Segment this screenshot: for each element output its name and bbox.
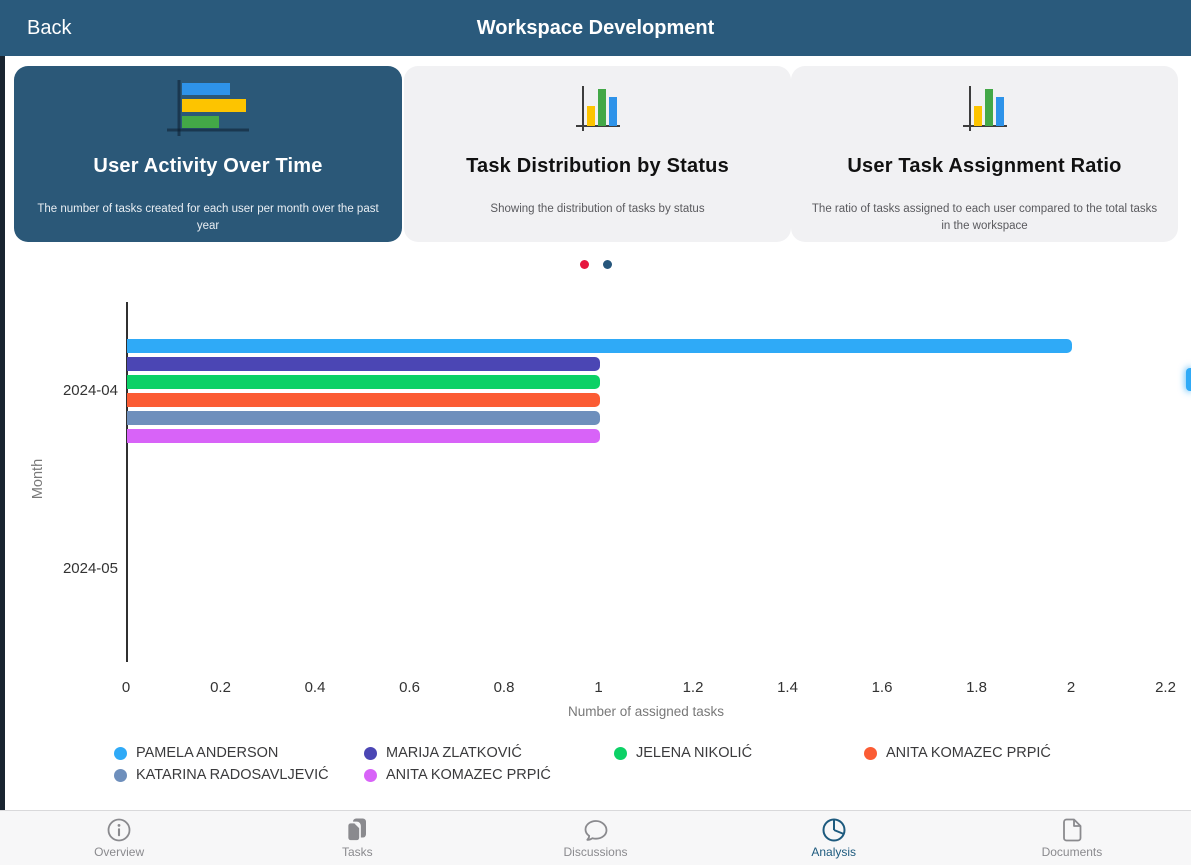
document-icon — [1063, 818, 1082, 842]
legend-color-dot — [114, 746, 127, 760]
legend-item[interactable]: MARIJA ZLATKOVIĆ — [364, 742, 614, 764]
y-tick-label: 2024-05 — [62, 560, 118, 577]
tab-label: Tasks — [341, 845, 373, 859]
bar-marija-zlatkovi-[interactable] — [127, 357, 600, 371]
legend-label: JELENA NIKOLIĆ — [636, 745, 753, 761]
x-tick-label: 2.2 — [1155, 679, 1176, 696]
tab-label: Discussions — [563, 845, 628, 859]
legend-item[interactable]: ANITA KOMAZEC PRPIĆ — [364, 764, 614, 786]
pagination-dot-current[interactable] — [579, 260, 589, 269]
tab-label: Analysis — [811, 845, 857, 859]
discussions-icon — [584, 820, 607, 841]
legend-item[interactable]: KATARINA RADOSAVLJEVIĆ — [114, 764, 364, 786]
legend-item[interactable]: JELENA NIKOLIĆ — [614, 742, 864, 764]
bottom-tab-bar: Overview Tasks Discussions Analysis — [0, 810, 1191, 865]
x-tick-label: 1.8 — [966, 679, 987, 696]
legend-color-dot — [114, 768, 127, 782]
x-tick-label: 1.4 — [777, 679, 798, 696]
legend-item[interactable]: ANITA KOMAZEC PRPIĆ — [864, 742, 1114, 764]
legend-label: KATARINA RADOSAVLJEVIĆ — [136, 767, 329, 783]
previous-slide-edge — [0, 56, 5, 810]
x-tick-label: 1.6 — [871, 679, 893, 696]
card-description: Showing the distribution of tasks by sta… — [490, 203, 705, 215]
tab-label: Overview — [94, 845, 145, 859]
x-tick-label: 0.2 — [210, 679, 231, 696]
legend-color-dot — [614, 746, 627, 760]
top-navigation-bar: Back Workspace Development — [0, 0, 1191, 56]
tab-tasks[interactable]: Tasks — [238, 811, 476, 865]
card-description: The number of tasks created for each use… — [37, 203, 379, 233]
legend-label: MARIJA ZLATKOVIĆ — [386, 745, 522, 761]
tasks-icon — [346, 818, 367, 842]
pagination-dot[interactable] — [602, 260, 612, 269]
x-tick-label: 0 — [121, 679, 131, 696]
card-title: User Activity Over Time — [93, 155, 323, 177]
back-button[interactable]: Back — [27, 16, 72, 39]
horizontal-bar-chart-icon — [14, 78, 402, 140]
legend-label: ANITA KOMAZEC PRPIĆ — [886, 745, 1051, 761]
x-tick-label: 2 — [1066, 679, 1076, 696]
x-tick-label: 1 — [594, 679, 603, 696]
analysis-pie-icon — [822, 818, 846, 842]
legend-label: ANITA KOMAZEC PRPIĆ — [386, 767, 551, 783]
y-axis-title: Month — [30, 458, 46, 500]
legend-label: PAMELA ANDERSON — [136, 745, 279, 761]
legend-color-dot — [864, 746, 877, 760]
card-user-task-assignment-ratio[interactable]: User Task Assignment Ratio The ratio of … — [791, 66, 1178, 242]
tab-discussions[interactable]: Discussions — [476, 811, 714, 865]
x-tick-label: 0.8 — [493, 679, 515, 696]
card-title: Task Distribution by Status — [466, 155, 729, 177]
x-tick-label: 0.4 — [304, 679, 326, 696]
y-tick-label: 2024-04 — [62, 382, 118, 399]
vertical-bar-chart-icon — [404, 78, 791, 140]
chart-legend: PAMELA ANDERSON MARIJA ZLATKOVIĆ JELENA NI… — [114, 742, 1134, 786]
tab-analysis[interactable]: Analysis — [715, 811, 953, 865]
tab-documents[interactable]: Documents — [953, 811, 1191, 865]
info-icon — [107, 818, 131, 842]
card-title: User Task Assignment Ratio — [847, 155, 1122, 177]
page-title: Workspace Development — [476, 16, 715, 39]
bar-anita-komazec-prpi-[interactable] — [127, 429, 600, 443]
card-user-activity-over-time[interactable]: User Activity Over Time The number of ta… — [14, 66, 402, 242]
legend-color-dot — [364, 768, 377, 782]
x-tick-label: 1.2 — [682, 679, 704, 696]
bar-pamela-anderson[interactable] — [127, 339, 1072, 353]
bar-jelena-nikoli-[interactable] — [127, 375, 600, 389]
y-axis-line — [126, 302, 128, 662]
carousel-pagination — [0, 260, 1191, 269]
vertical-bar-chart-icon — [791, 78, 1178, 140]
tab-label: Documents — [1041, 845, 1103, 859]
bar-katarina-radosavljevi-[interactable] — [127, 411, 600, 425]
card-description: The ratio of tasks assigned to each user… — [811, 203, 1158, 233]
legend-item[interactable]: PAMELA ANDERSON — [114, 742, 364, 764]
x-tick-label: 0.6 — [399, 679, 420, 696]
x-axis-title: Number of assigned tasks — [567, 704, 725, 719]
tab-overview[interactable]: Overview — [0, 811, 238, 865]
next-chart-peek — [1186, 368, 1191, 391]
card-task-distribution-by-status[interactable]: Task Distribution by Status Showing the … — [404, 66, 791, 242]
bar-anita-komazec-prpi-[interactable] — [127, 393, 600, 407]
legend-color-dot — [364, 746, 377, 760]
